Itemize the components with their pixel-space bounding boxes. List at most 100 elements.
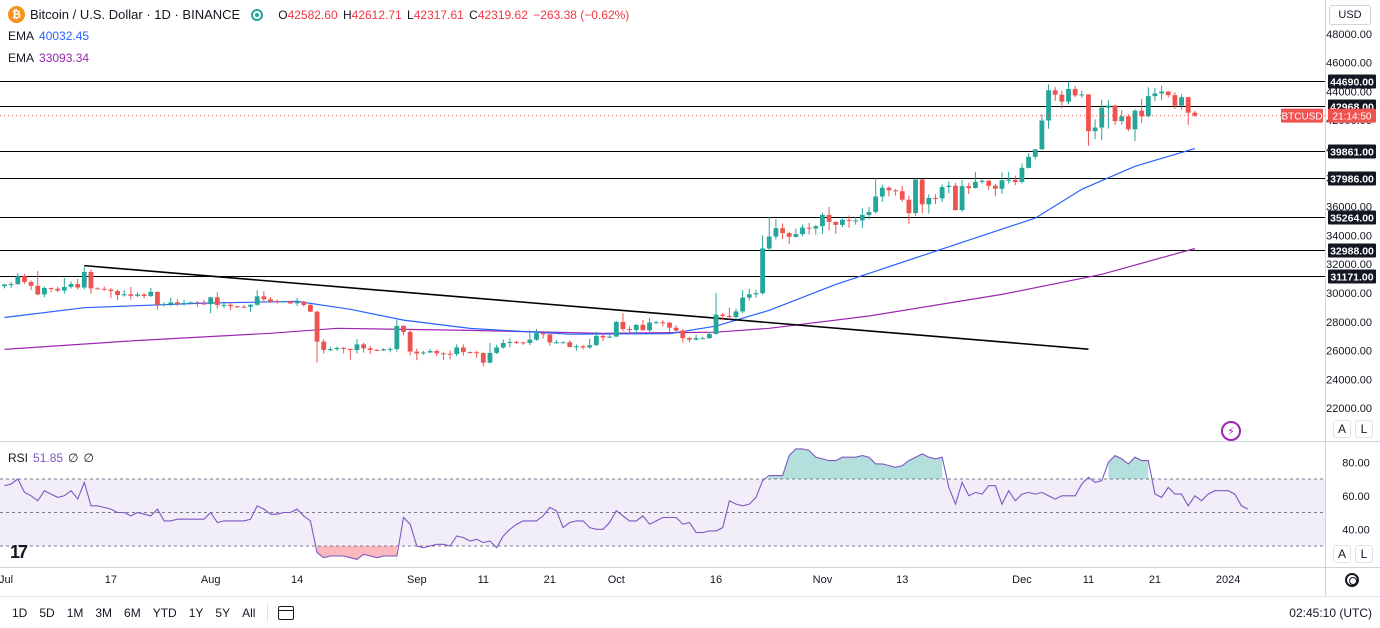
candle-body — [480, 353, 486, 363]
candle-body — [647, 322, 652, 331]
candle-body — [700, 338, 706, 340]
timeframe-ytd[interactable]: YTD — [152, 605, 177, 620]
candle-body — [181, 302, 187, 305]
candle-body — [560, 342, 566, 344]
candle-body — [906, 199, 912, 214]
candle-body — [986, 180, 992, 186]
symbol-price-tag-label: BTCUSD — [1281, 112, 1322, 123]
timeframe-1y[interactable]: 1Y — [188, 605, 204, 620]
horizontal-level-tag — [1328, 243, 1376, 258]
candle-body — [314, 311, 320, 342]
candle-body — [760, 248, 765, 294]
timeframe-5d[interactable]: 5D — [39, 605, 55, 620]
candle-body — [899, 191, 905, 200]
candle-body — [434, 351, 440, 354]
candle-body — [460, 347, 466, 353]
x-tick-label: 21 — [544, 574, 556, 586]
ema-fast-legend[interactable]: EMA 40032.45 — [8, 29, 89, 43]
calendar-icon[interactable] — [278, 605, 295, 620]
currency-button[interactable]: USD — [1329, 5, 1371, 25]
candle-body — [953, 185, 958, 211]
candle-body — [534, 333, 539, 340]
symbol-legend[interactable]: ₿ Bitcoin / U.S. Dollar · 1D · BINANCE O… — [8, 6, 629, 23]
timeframe-5y[interactable]: 5Y — [215, 605, 231, 620]
timeframe-1m[interactable]: 1M — [66, 605, 84, 620]
horizontal-level-tag — [1328, 269, 1376, 284]
y-tick-label: 22000.00 — [1326, 403, 1372, 415]
ema-fast-label: EMA — [8, 29, 35, 43]
lightning-icon[interactable]: ⚡ — [1221, 421, 1241, 441]
candle-body — [61, 286, 67, 291]
log-scale-button[interactable]: L — [1355, 420, 1373, 438]
candle-body — [813, 226, 819, 229]
candle-body — [1145, 96, 1151, 117]
candle-body — [886, 187, 892, 191]
candle-body — [88, 271, 94, 289]
x-tick-label: 17 — [105, 574, 117, 586]
horizontal-level-tag — [1328, 74, 1376, 89]
candle-body — [1106, 105, 1111, 108]
candle-body — [168, 302, 174, 305]
ema-slow-legend[interactable]: EMA 33093.34 — [8, 51, 89, 65]
candle-body — [547, 334, 553, 343]
ema-slow-line — [4, 247, 1196, 350]
timeframe-all[interactable]: All — [242, 605, 256, 620]
candle-body — [673, 327, 679, 331]
candle-body — [720, 314, 726, 316]
candle-body — [773, 228, 779, 237]
horizontal-level-label: 44690.00 — [1330, 77, 1374, 89]
candles-group — [2, 81, 1198, 367]
candle-body — [347, 348, 353, 351]
x-tick-label: 14 — [291, 574, 303, 586]
ema-slow-value: 33093.34 — [39, 51, 90, 65]
bottom-toolbar: 1D 5D 1M 3M 6M YTD 1Y 5Y All 02:45:10 (U… — [0, 596, 1380, 628]
candle-body — [288, 301, 293, 304]
candle-body — [55, 288, 61, 291]
candle-body — [234, 306, 240, 308]
candle-body — [161, 304, 167, 306]
candle-body — [766, 236, 772, 249]
rsi-y-tick-label: 80.00 — [1342, 457, 1370, 469]
rsi-auto-scale-button[interactable]: A — [1333, 545, 1351, 563]
candle-body — [660, 322, 666, 324]
candle-body — [1192, 112, 1198, 116]
x-tick-label: 2024 — [1216, 574, 1240, 586]
change-value: −263.38 (−0.62%) — [533, 7, 630, 22]
utc-clock[interactable]: 02:45:10 (UTC) — [1289, 605, 1372, 620]
candle-body — [693, 338, 699, 340]
rsi-extra-2: ∅ — [83, 451, 94, 465]
x-tick-label: 13 — [896, 574, 908, 586]
timeframe-3m[interactable]: 3M — [95, 605, 113, 620]
auto-scale-button[interactable]: A — [1333, 420, 1351, 438]
timeframe-6m[interactable]: 6M — [124, 605, 141, 620]
candle-body — [407, 331, 413, 352]
rsi-legend[interactable]: RSI 51.85 ∅ ∅ — [8, 451, 94, 465]
candle-body — [1179, 97, 1184, 106]
settings-gear-icon[interactable] — [1345, 573, 1359, 587]
candle-body — [574, 346, 579, 348]
candle-body — [1059, 94, 1065, 102]
candle-body — [274, 301, 280, 303]
candle-body — [68, 284, 74, 287]
candle-body — [893, 190, 898, 192]
rsi-log-scale-button[interactable]: L — [1355, 545, 1373, 563]
horizontal-level-label: 35264.00 — [1330, 213, 1374, 225]
candle-body — [933, 197, 938, 199]
x-tick-label: Sep — [407, 574, 427, 586]
candle-body — [1026, 156, 1031, 168]
timeframe-1d[interactable]: 1D — [12, 605, 28, 620]
candle-body — [354, 344, 360, 351]
candle-body — [840, 219, 845, 225]
bitcoin-icon: ₿ — [8, 6, 25, 23]
x-tick-label: 16 — [710, 574, 722, 586]
candle-body — [75, 284, 81, 288]
candle-body — [667, 322, 672, 328]
tradingview-logo[interactable]: 17 — [10, 542, 28, 562]
candle-body — [108, 289, 114, 291]
candle-body — [733, 311, 739, 318]
candle-body — [441, 353, 446, 355]
chart-canvas[interactable]: 22000.00 24000.00 26000.00 28000.00 30000.00… — [0, 0, 1380, 596]
candle-body — [208, 297, 214, 305]
candle-body — [454, 347, 460, 355]
market-status-icon — [251, 8, 264, 21]
